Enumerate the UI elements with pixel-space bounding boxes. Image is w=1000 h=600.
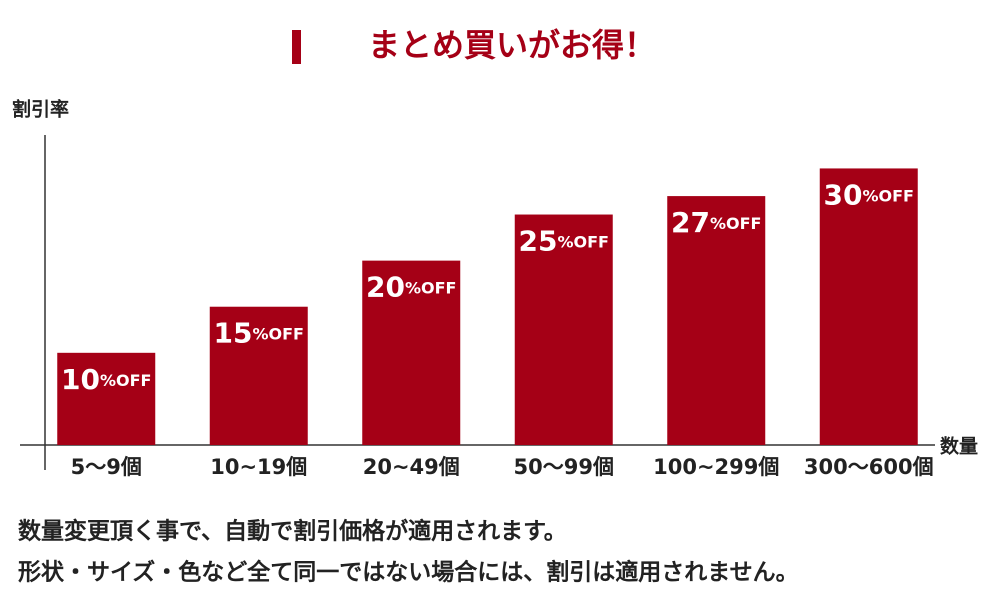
x-tick-label: 10~19個 [210,455,307,479]
x-tick-label: 50〜99個 [514,455,614,479]
title-marker [292,30,301,64]
value-label: 25%OFF [519,225,609,258]
bar [362,260,461,445]
value-label: 20%OFF [366,271,456,304]
x-tick-label: 5〜9個 [71,455,142,479]
bar [209,306,308,445]
x-tick-label: 300〜600個 [804,455,934,479]
note: 数量変更頂く事で、自動で割引価格が適用されます。 [18,518,567,545]
note: 形状・サイズ・色など全て同一ではない場合には、割引は適用されません。 [18,559,799,586]
x-axis-label: 数量 [940,435,978,458]
bar [57,352,156,445]
chart-title: まとめ買いがお得！ [368,26,656,64]
x-tick-label: 20~49個 [363,455,460,479]
value-label: 27%OFF [671,206,761,239]
y-axis-label: 割引率 [12,98,69,121]
bar [819,168,918,445]
bar [667,196,766,445]
x-tick-label: 100~299個 [653,455,779,479]
value-label: 15%OFF [214,317,304,350]
value-label: 10%OFF [61,363,151,396]
value-label: 30%OFF [824,178,914,211]
bar [514,214,613,445]
